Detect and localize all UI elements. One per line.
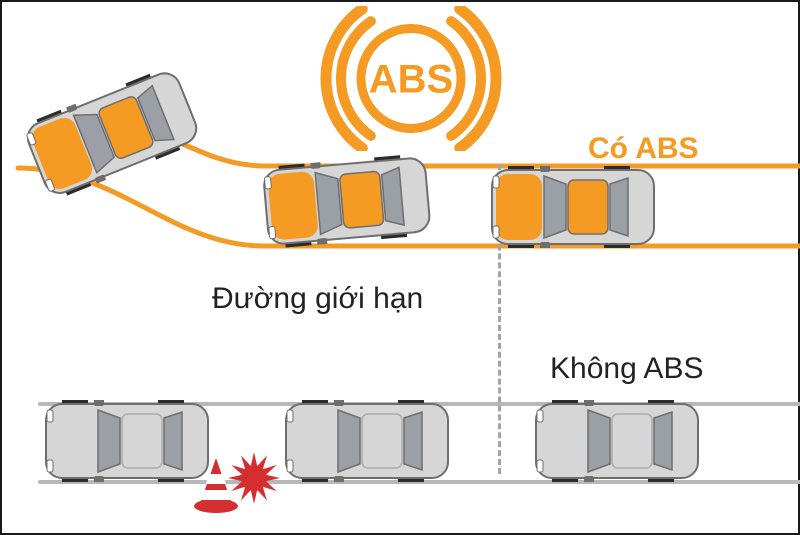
car-noabs-1 xyxy=(282,400,452,487)
car-abs-1 xyxy=(259,153,436,254)
impact-burst-icon xyxy=(228,452,280,509)
label-with-abs: Có ABS xyxy=(588,132,699,166)
car-abs-0 xyxy=(18,63,208,207)
diagram-stage: ABS Có ABS Đường giới hạn Không ABS xyxy=(0,0,800,535)
car-abs-2 xyxy=(488,166,658,253)
label-no-abs: Không ABS xyxy=(550,352,703,386)
car-noabs-0 xyxy=(42,400,212,487)
label-limit-line: Đường giới hạn xyxy=(212,282,423,316)
car-noabs-2 xyxy=(532,400,702,487)
svg-text:ABS: ABS xyxy=(369,58,453,102)
abs-logo: ABS xyxy=(286,6,536,151)
